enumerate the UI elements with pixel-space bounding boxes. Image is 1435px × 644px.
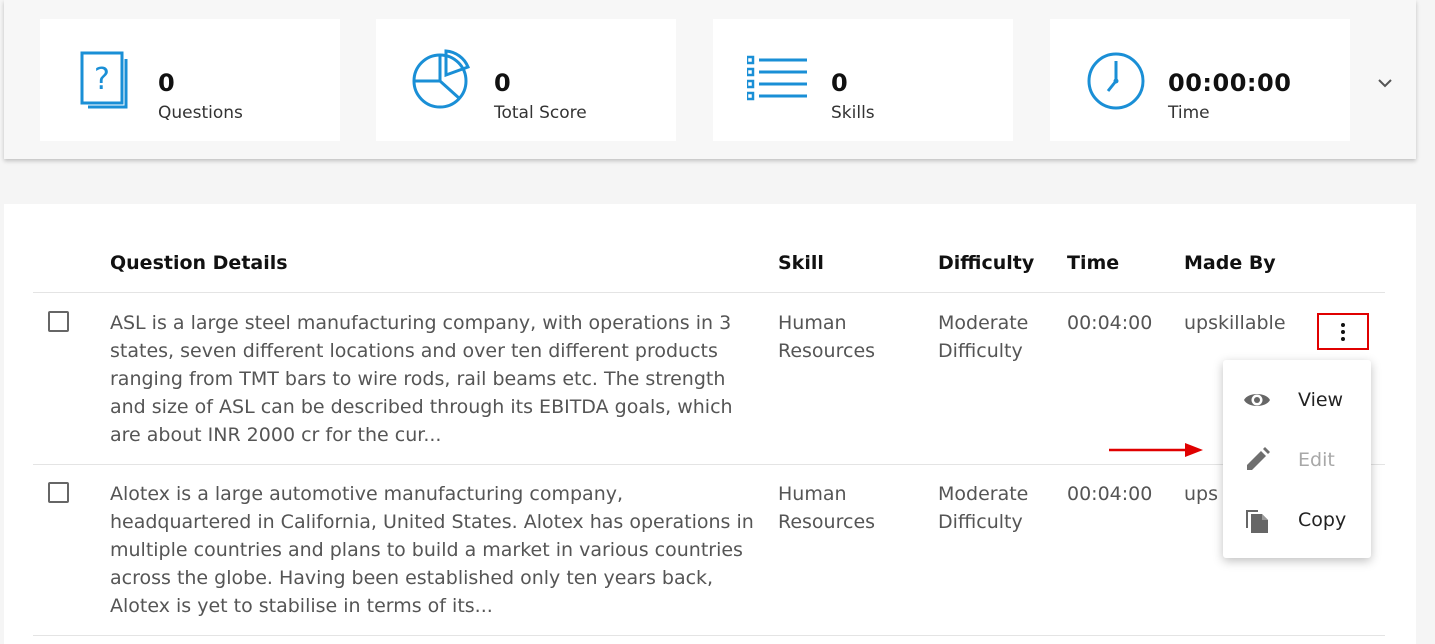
row-divider — [33, 635, 1385, 636]
time-stat-card: 00:00:00 Time — [1050, 19, 1350, 141]
menu-item-view[interactable]: View — [1223, 370, 1371, 430]
row-checkbox[interactable] — [48, 311, 69, 332]
header-divider — [33, 292, 1385, 293]
menu-item-edit[interactable]: Edit — [1223, 430, 1371, 490]
skill-cell: Human Resources — [778, 483, 876, 533]
annotation-arrow-icon — [1109, 443, 1203, 457]
list-icon — [747, 55, 807, 101]
header-made-by: Made By — [1184, 252, 1276, 274]
total-score-value: 0 — [494, 69, 512, 97]
header-time: Time — [1067, 252, 1120, 274]
eye-icon — [1244, 394, 1270, 406]
question-text[interactable]: ASL is a large steel manufacturing compa… — [110, 312, 733, 446]
skills-stat-card: 0 Skills — [713, 19, 1013, 141]
difficulty-cell: Moderate Difficulty — [938, 483, 1029, 533]
header-skill: Skill — [778, 252, 824, 274]
row-checkbox[interactable] — [48, 482, 69, 503]
difficulty-cell: Moderate Difficulty — [938, 312, 1029, 362]
question-document-icon: ? — [80, 51, 128, 109]
copy-icon — [1246, 510, 1268, 533]
made-by-cell: ups — [1184, 483, 1219, 505]
questions-table-panel — [4, 204, 1416, 644]
clock-icon — [1087, 52, 1145, 110]
question-text[interactable]: Alotex is a large automotive manufacturi… — [110, 483, 754, 617]
header-difficulty: Difficulty — [938, 252, 1035, 274]
time-total: 00:00:00 — [1168, 69, 1292, 97]
chevron-down-icon[interactable] — [1376, 76, 1394, 90]
menu-item-label: View — [1298, 389, 1344, 411]
time-cell: 00:04:00 — [1067, 312, 1153, 334]
stats-panel: ? 0 Questions 0 Total Score 0 Skills — [4, 0, 1416, 159]
skill-cell: Human Resources — [778, 312, 876, 362]
more-vert-icon — [1341, 322, 1345, 341]
pencil-icon — [1247, 447, 1270, 470]
pie-chart-icon — [412, 49, 470, 109]
more-actions-button[interactable] — [1317, 313, 1369, 350]
row-divider — [33, 464, 1385, 465]
svg-text:?: ? — [94, 62, 110, 97]
total-score-label: Total Score — [494, 103, 587, 123]
menu-item-copy[interactable]: Copy — [1223, 490, 1371, 550]
skills-label: Skills — [831, 103, 875, 123]
questions-label: Questions — [158, 103, 243, 123]
total-score-stat-card: 0 Total Score — [376, 19, 676, 141]
time-cell: 00:04:00 — [1067, 483, 1153, 505]
menu-item-label: Copy — [1298, 509, 1347, 531]
menu-item-label: Edit — [1298, 449, 1335, 471]
made-by-cell: upskillable — [1184, 312, 1286, 334]
row-actions-menu: View Edit Copy — [1223, 360, 1371, 558]
time-label: Time — [1168, 103, 1210, 123]
questions-stat-card: ? 0 Questions — [40, 19, 340, 141]
questions-count: 0 — [158, 69, 176, 97]
header-question-details: Question Details — [110, 252, 288, 274]
skills-count: 0 — [831, 69, 849, 97]
